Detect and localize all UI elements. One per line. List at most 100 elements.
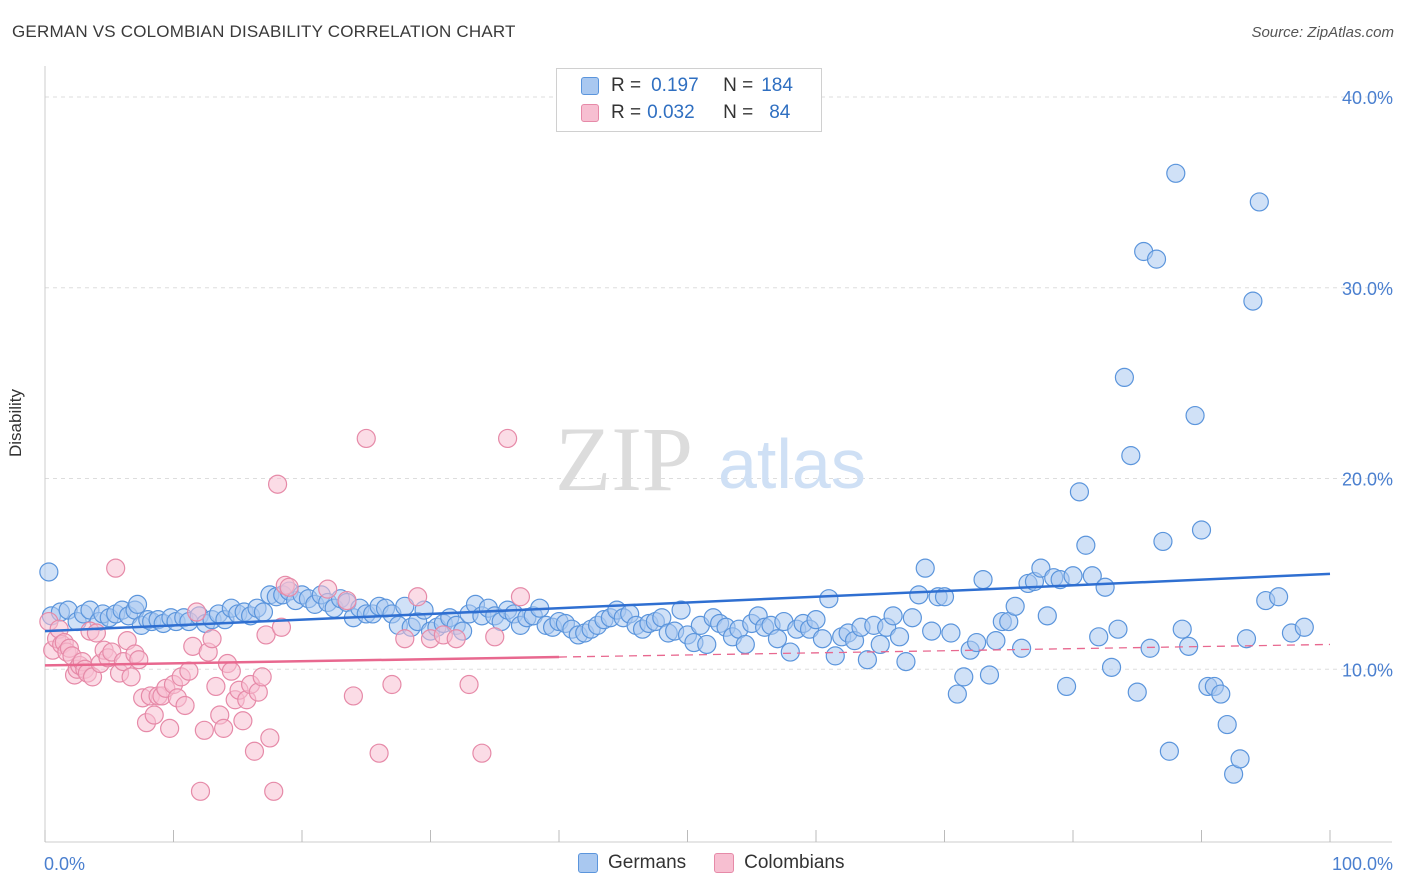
colombian-point xyxy=(202,629,222,649)
german-point xyxy=(883,606,903,626)
legend-item-colombians: Colombians xyxy=(714,852,844,874)
german-point xyxy=(253,602,274,622)
n-label: N = xyxy=(723,75,754,96)
legend-row-germans: R = 0.197 N = 184 xyxy=(581,74,793,98)
german-point xyxy=(1146,249,1167,269)
correlation-legend: R = 0.197 N = 184 R = 0.032 N = 84 xyxy=(556,68,822,132)
colombian-point xyxy=(459,674,479,695)
grid-lines xyxy=(45,96,1392,670)
colombian-point xyxy=(279,577,299,597)
data-points xyxy=(39,163,1314,801)
trend-lines xyxy=(44,572,1331,667)
colombian-point xyxy=(179,661,199,681)
germans-n-value: 184 xyxy=(761,75,793,96)
german-point xyxy=(954,667,974,687)
colombian-point xyxy=(472,743,492,763)
german-point xyxy=(1095,577,1115,597)
y-tick-label: 20.0% xyxy=(1342,470,1393,490)
colombian-point xyxy=(369,743,389,763)
colombian-point xyxy=(318,579,338,599)
colombians-r-value: 0.032 xyxy=(647,102,695,123)
german-point xyxy=(1089,627,1109,647)
colombian-point xyxy=(382,674,402,695)
colombians-n-value: 84 xyxy=(769,102,791,123)
german-point xyxy=(1249,192,1269,212)
german-point xyxy=(947,684,967,704)
german-point xyxy=(857,650,878,670)
german-point xyxy=(967,632,987,653)
german-point xyxy=(1101,657,1122,677)
german-point xyxy=(870,634,890,655)
colombian-point xyxy=(121,667,141,687)
german-point xyxy=(909,585,929,605)
colombian-point xyxy=(86,623,107,643)
colombian-point xyxy=(214,718,234,738)
r-label: R = xyxy=(611,75,642,96)
german-point xyxy=(1011,638,1032,658)
axes xyxy=(44,66,1392,843)
german-point xyxy=(1159,741,1179,761)
german-point xyxy=(812,629,833,649)
chart-title: GERMAN VS COLOMBIAN DISABILITY CORRELATI… xyxy=(12,22,516,41)
german-point xyxy=(697,634,717,655)
german-point xyxy=(735,634,755,655)
y-tick-label: 40.0% xyxy=(1342,88,1393,108)
colombian-point xyxy=(190,781,211,801)
colombian-point xyxy=(244,741,265,761)
german-point xyxy=(902,608,922,628)
german-point xyxy=(1031,558,1051,578)
german-point xyxy=(1037,606,1057,626)
x-tick-label: 100.0% xyxy=(1332,854,1393,874)
colombian-point xyxy=(187,602,207,622)
legend-item-germans: Germans xyxy=(578,852,686,874)
colombian-point xyxy=(408,587,428,607)
colombian-point xyxy=(233,711,253,731)
german-point xyxy=(1127,682,1147,702)
watermark: ZIP atlas xyxy=(555,408,866,510)
colombian-point xyxy=(194,720,214,740)
german-point xyxy=(1108,619,1128,639)
german-point xyxy=(1166,163,1186,183)
german-point xyxy=(671,600,691,620)
n-label: N = xyxy=(723,102,754,123)
german-point xyxy=(825,646,845,666)
colombian-point xyxy=(271,617,292,637)
watermark-zip: ZIP xyxy=(555,408,693,510)
r-label: R = xyxy=(611,102,642,123)
german-trend-line xyxy=(44,572,1331,633)
german-point xyxy=(1236,629,1257,649)
german-point xyxy=(1063,566,1083,586)
colombian-point xyxy=(267,474,288,494)
german-point xyxy=(1140,638,1160,658)
germans-legend-label: Germans xyxy=(608,852,687,873)
colombian-point xyxy=(498,428,518,449)
legend-row-colombians: R = 0.032 N = 84 xyxy=(581,101,790,125)
german-point xyxy=(1243,291,1263,311)
colombian-point xyxy=(337,590,357,611)
colombians-swatch xyxy=(581,104,599,122)
colombian-point xyxy=(256,625,276,645)
german-point xyxy=(1069,482,1090,502)
german-point xyxy=(979,665,1000,685)
colombian-point xyxy=(160,718,180,738)
german-point xyxy=(1056,676,1077,697)
colombian-point xyxy=(260,728,280,748)
colombians-legend-swatch xyxy=(714,853,735,873)
german-point xyxy=(889,627,910,647)
german-point xyxy=(1114,367,1135,388)
x-tick-label: 0.0% xyxy=(44,854,85,874)
german-point xyxy=(1268,587,1289,607)
german-point xyxy=(973,569,993,590)
colombian-point xyxy=(206,676,226,697)
german-point xyxy=(780,642,800,662)
series-legend: Germans Colombians xyxy=(578,852,872,874)
german-point xyxy=(941,623,961,643)
german-point xyxy=(1217,714,1237,735)
tick-labels: 10.0% 20.0% 30.0% 40.0% 0.0% 100.0% xyxy=(44,88,1393,874)
colombian-trend-line-dashed xyxy=(558,643,1331,658)
german-point xyxy=(1230,749,1250,769)
germans-legend-swatch xyxy=(578,853,598,873)
german-point xyxy=(1153,531,1173,552)
germans-r-value: 0.197 xyxy=(651,75,699,96)
